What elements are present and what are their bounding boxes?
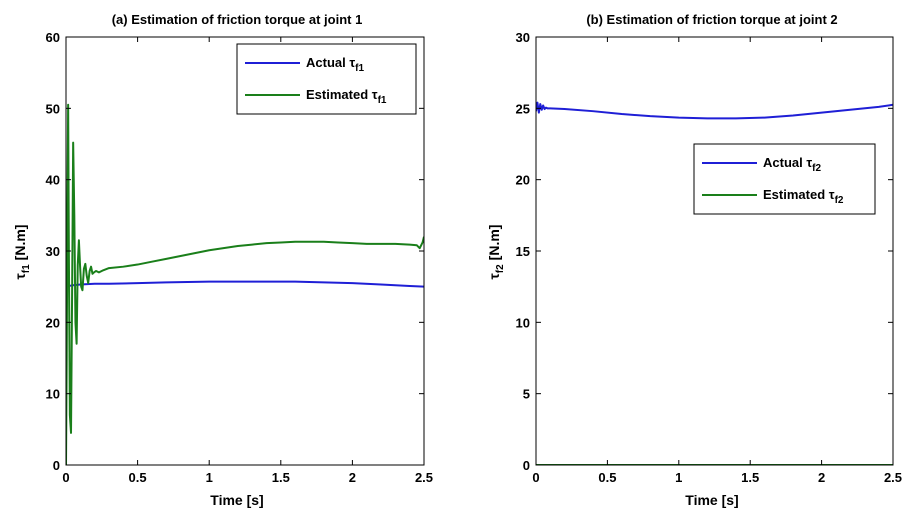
y-tick-label: 0 <box>53 458 60 473</box>
legend-box <box>693 143 876 215</box>
y-tick-label: 30 <box>46 244 60 259</box>
legend-label-estimated: Estimated τf1 <box>306 87 387 106</box>
x-axis-label: Time [s] <box>210 492 263 508</box>
legend-label-estimated: Estimated τf2 <box>763 187 844 206</box>
x-tick-label: 1 <box>206 470 213 485</box>
y-tick-label: 20 <box>46 315 60 330</box>
legend-label-prefix: Estimated <box>763 187 829 202</box>
plot-area: 0 0.5 1 1.5 2 2.5 0 5 10 15 20 25 30 <box>516 30 903 485</box>
legend-label-subscript: f1 <box>378 95 387 106</box>
y-tick-label: 60 <box>46 30 60 45</box>
series-line-actual <box>66 280 424 288</box>
y-axis-label: τf2 [N.m] <box>486 225 506 280</box>
y-tick-label: 15 <box>516 244 530 259</box>
x-tick-label: 1.5 <box>272 470 290 485</box>
legend: Actual τf2 Estimated τf2 <box>693 143 876 215</box>
x-tick-label: 0 <box>62 470 69 485</box>
x-tick-label: 1.5 <box>741 470 759 485</box>
y-axis-label-subscript: f1 <box>21 264 32 273</box>
legend: Actual τf1 Estimated τf1 <box>236 43 417 115</box>
y-axis-label: τf1 [N.m] <box>12 225 32 280</box>
x-tick-label: 0.5 <box>129 470 147 485</box>
legend-label-subscript: f1 <box>355 63 364 74</box>
axes-box <box>535 36 894 466</box>
legend-label-actual: Actual τf1 <box>306 55 364 74</box>
legend-label-symbol: τ <box>829 187 835 202</box>
legend-label-symbol: τ <box>806 155 812 170</box>
series-line-actual <box>536 101 893 120</box>
series-line-estimated <box>66 103 424 465</box>
y-tick-label: 50 <box>46 101 60 116</box>
legend-label-prefix: Estimated <box>306 87 372 102</box>
legend-label-actual: Actual τf2 <box>763 155 821 174</box>
y-tick-label: 30 <box>516 30 530 45</box>
legend-label-symbol: τ <box>372 87 378 102</box>
x-tick-label: 2 <box>349 470 356 485</box>
y-tick-label: 10 <box>46 387 60 402</box>
legend-label-subscript: f2 <box>812 163 821 174</box>
chart-title: (b) Estimation of friction torque at joi… <box>586 12 837 27</box>
x-tick-label: 2.5 <box>415 470 433 485</box>
y-axis-label-unit: [N.m] <box>12 225 28 261</box>
legend-box <box>236 43 417 115</box>
legend-label-subscript: f2 <box>835 195 844 206</box>
y-tick-label: 25 <box>516 101 530 116</box>
chart-title: (a) Estimation of friction torque at joi… <box>112 12 363 27</box>
y-tick-label: 40 <box>46 173 60 188</box>
plot-area: 0 0.5 1 1.5 2 2.5 0 10 20 30 40 50 60 <box>46 30 434 485</box>
chart-panel-b: (b) Estimation of friction torque at joi… <box>486 12 902 508</box>
y-tick-label: 5 <box>523 387 530 402</box>
y-tick-label: 20 <box>516 173 530 188</box>
y-axis-label-symbol: τ <box>12 272 28 279</box>
y-tick-label: 10 <box>516 315 530 330</box>
y-axis-label-unit: [N.m] <box>486 225 502 261</box>
x-tick-label: 0.5 <box>598 470 616 485</box>
legend-label-prefix: Actual <box>763 155 806 170</box>
y-tick-label: 0 <box>523 458 530 473</box>
x-axis-label: Time [s] <box>685 492 738 508</box>
chart-panel-a: (a) Estimation of friction torque at joi… <box>12 12 433 508</box>
x-tick-label: 0 <box>532 470 539 485</box>
legend-label-symbol: τ <box>349 55 355 70</box>
x-tick-label: 2.5 <box>884 470 902 485</box>
legend-label-prefix: Actual <box>306 55 349 70</box>
x-tick-label: 2 <box>818 470 825 485</box>
y-axis-label-subscript: f2 <box>495 264 506 273</box>
y-axis-label-symbol: τ <box>486 272 502 279</box>
x-tick-label: 1 <box>675 470 682 485</box>
